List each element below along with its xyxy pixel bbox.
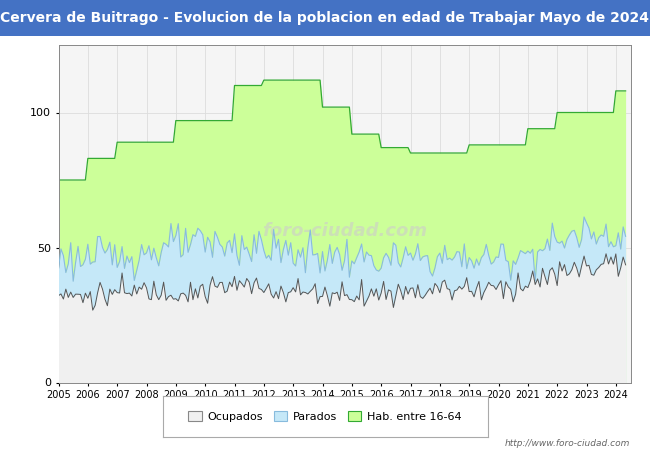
Text: foro-ciudad.com: foro-ciudad.com <box>262 222 427 239</box>
Legend: Ocupados, Parados, Hab. entre 16-64: Ocupados, Parados, Hab. entre 16-64 <box>184 406 466 426</box>
Text: Cervera de Buitrago - Evolucion de la poblacion en edad de Trabajar Mayo de 2024: Cervera de Buitrago - Evolucion de la po… <box>1 11 649 25</box>
Text: http://www.foro-ciudad.com: http://www.foro-ciudad.com <box>505 439 630 448</box>
